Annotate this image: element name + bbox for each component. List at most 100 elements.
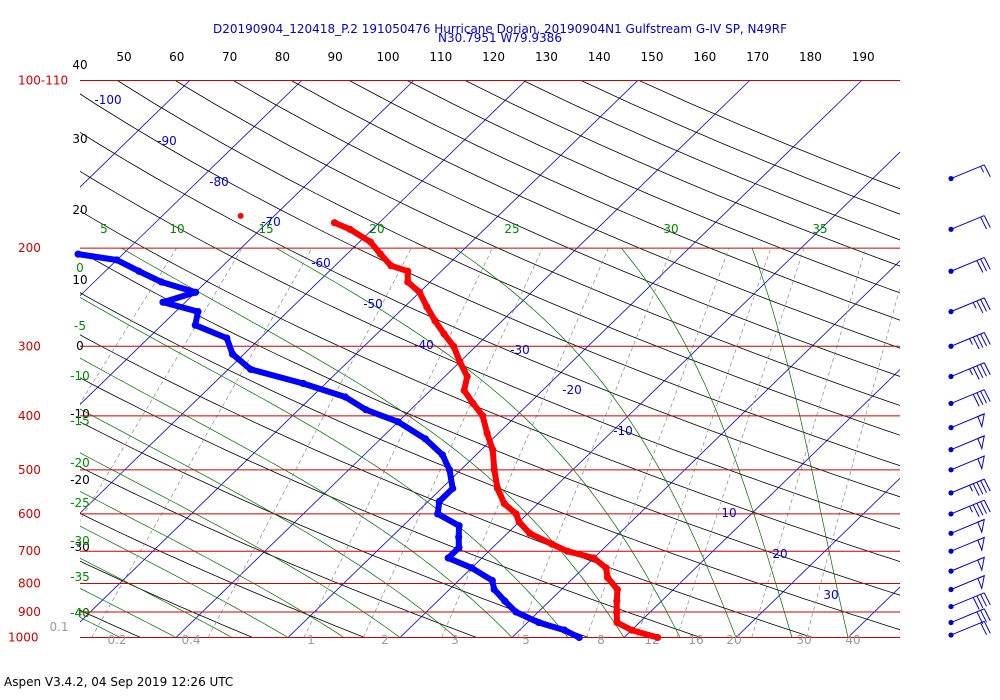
mixing-ratio-label: 16	[688, 633, 703, 647]
wind-barb-flag	[983, 608, 991, 621]
isotherm-label: -40	[414, 338, 434, 352]
wind-barb-flag	[980, 480, 988, 493]
isotherm-label: -30	[510, 343, 530, 357]
wind-barb-halfflag	[969, 485, 973, 492]
dry-adiabat-line	[80, 170, 900, 530]
isotherm-label: -80	[209, 175, 229, 189]
left-axis-label: -20	[70, 473, 90, 487]
dry-adiabat-line	[80, 377, 701, 638]
top-axis-label: 190	[852, 50, 875, 64]
wind-barb-flag	[976, 481, 984, 495]
isotherm-line	[960, 81, 1000, 638]
wind-barb-flag	[983, 362, 991, 375]
isotherm-line	[80, 80, 302, 297]
wind-barb-flag	[972, 367, 980, 380]
mixing-ratio-line	[80, 247, 243, 522]
top-axis-label: 130	[535, 50, 558, 64]
dry-adiabat-line	[349, 80, 900, 321]
pressure-tick-label: 700	[18, 544, 41, 558]
wind-barb-staff	[950, 389, 985, 404]
wind-barb-flag	[972, 597, 980, 610]
wind-barb-staff	[950, 620, 985, 636]
plot-area	[80, 80, 1000, 638]
mixing-ratio-line	[751, 248, 866, 638]
isotherm-label: 10	[721, 506, 736, 520]
isotherm-label: 20	[772, 547, 787, 561]
mixing-ratio-label: 0.2	[107, 633, 126, 647]
mixing-ratio-line	[805, 285, 900, 638]
moist-left-label: -25	[70, 496, 90, 510]
top-axis-label: 60	[169, 50, 184, 64]
isotherm-line	[287, 80, 862, 638]
isotherm-line	[735, 477, 900, 638]
wind-barb-halfflag	[969, 506, 973, 513]
wind-barb-staff	[950, 297, 985, 313]
dry-adiabat-line	[80, 560, 253, 638]
wind-barb	[948, 518, 985, 536]
pressure-tick-label: 200	[18, 241, 41, 255]
pressure-tick-label: 100-110	[18, 74, 68, 88]
wind-barb	[948, 164, 991, 182]
wind-barb	[948, 413, 985, 431]
mixing-ratio-line	[362, 248, 543, 638]
moist-left-label: -35	[70, 570, 90, 584]
moist-adiabat-line	[454, 247, 737, 638]
top-axis-label: 170	[746, 50, 769, 64]
isotherm-label: -20	[562, 383, 582, 397]
wind-barb-station	[948, 603, 954, 610]
wind-barb-pennant	[977, 455, 985, 471]
wind-barb-flag	[980, 622, 988, 636]
wind-barb-flag	[980, 299, 988, 312]
isotherm-line	[511, 260, 900, 638]
dry-adiabat-line	[407, 80, 900, 294]
wind-barb-flag	[972, 504, 980, 517]
temperature-isolated-point	[237, 212, 244, 219]
wind-barb	[948, 435, 985, 453]
moist-top-label: 25	[504, 222, 519, 236]
wind-barb-flag	[980, 501, 988, 514]
wind-barb-flag	[983, 499, 991, 513]
top-axis-label: 50	[116, 50, 131, 64]
wind-barb-staff	[950, 256, 985, 272]
moist-top-label: 30	[663, 222, 678, 236]
wind-barb	[948, 592, 991, 610]
wind-barb-staff	[950, 592, 985, 608]
wind-barb-flag	[972, 394, 980, 407]
wind-barb-flag	[983, 621, 991, 634]
moist-adiabat-line	[80, 587, 177, 638]
wind-barb-staff	[950, 499, 985, 515]
wind-barb-flag	[983, 592, 991, 606]
isotherm-label: -70	[261, 215, 281, 229]
isotherm-label: -90	[157, 134, 177, 148]
mixing-ratio-label: 1	[307, 633, 315, 647]
left-axis-label: -30	[70, 540, 90, 554]
wind-barb-flag	[983, 164, 991, 178]
wind-barb	[948, 499, 991, 517]
wind-barb-station	[948, 632, 954, 638]
moist-adiabat-line	[80, 525, 289, 638]
wind-barb	[948, 256, 991, 274]
wind-barb-staff	[950, 478, 985, 494]
wind-barb	[948, 556, 985, 574]
top-axis-label: 110	[429, 50, 452, 64]
wind-barb-flag	[976, 335, 984, 348]
isotherm-line	[399, 151, 900, 638]
left-axis-label: 20	[72, 203, 87, 217]
dry-adiabat-line	[80, 512, 365, 638]
wind-barb-flag	[980, 216, 988, 230]
isotherm-label: -60	[311, 256, 331, 270]
wind-barb-flag	[972, 483, 980, 496]
moist-top-label: 20	[369, 222, 384, 236]
mixing-ratio-line	[207, 248, 412, 638]
top-axis-label: 70	[222, 50, 237, 64]
wind-barb-flag	[976, 260, 984, 273]
mixing-ratio-line	[676, 248, 805, 638]
dry-adiabat-line	[80, 210, 900, 563]
isotherm-line	[175, 80, 750, 638]
dry-adiabat-line	[80, 466, 477, 638]
wind-barb-flag	[976, 595, 984, 609]
wind-barb	[948, 215, 991, 232]
wind-barb	[948, 389, 991, 407]
wind-barb-flag	[976, 502, 984, 516]
